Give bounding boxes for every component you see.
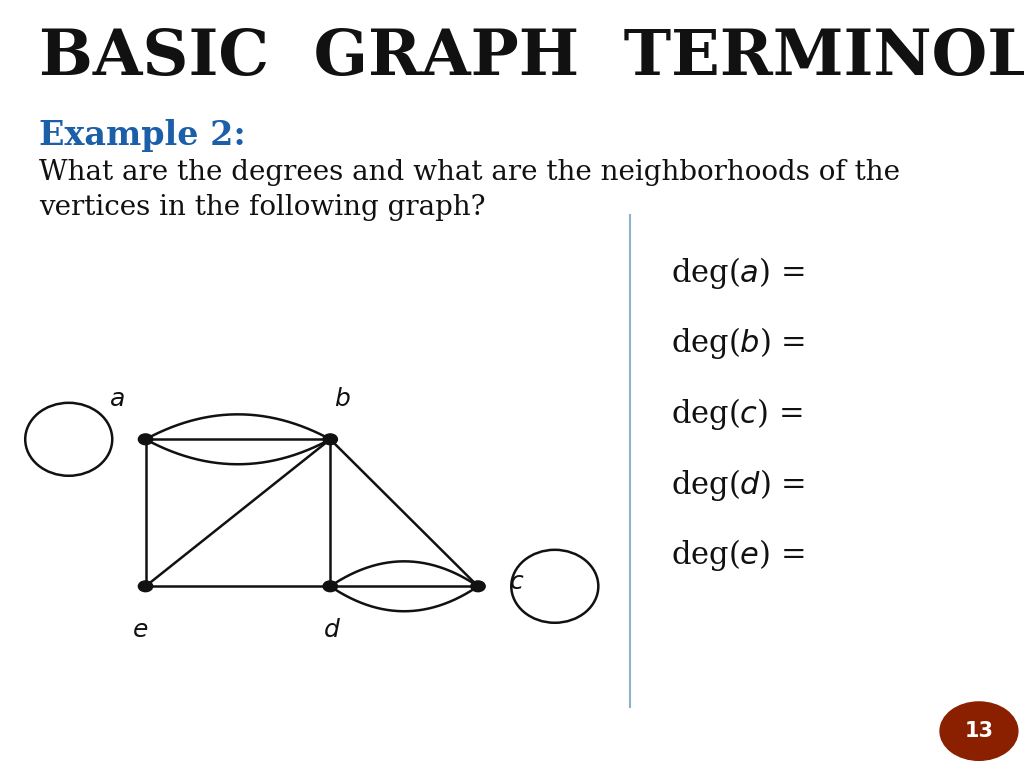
- Text: deg($e$) =: deg($e$) =: [671, 538, 805, 573]
- Text: BASIC  GRAPH  TERMINOLOGY: BASIC GRAPH TERMINOLOGY: [39, 27, 1024, 88]
- Circle shape: [138, 434, 153, 445]
- Text: $\mathit{d}$: $\mathit{d}$: [324, 619, 341, 642]
- Text: $\mathit{c}$: $\mathit{c}$: [509, 571, 524, 594]
- Text: deg($b$) =: deg($b$) =: [671, 326, 805, 361]
- Text: 13: 13: [965, 721, 993, 741]
- Text: Example 2:: Example 2:: [39, 119, 246, 152]
- Text: vertices in the following graph?: vertices in the following graph?: [39, 194, 485, 220]
- Text: deg($d$) =: deg($d$) =: [671, 467, 805, 502]
- Circle shape: [323, 581, 337, 591]
- Circle shape: [323, 434, 337, 445]
- Text: $\mathit{e}$: $\mathit{e}$: [132, 619, 148, 642]
- Circle shape: [940, 702, 1018, 760]
- Text: $\mathit{b}$: $\mathit{b}$: [334, 388, 351, 411]
- Text: What are the degrees and what are the neighborhoods of the: What are the degrees and what are the ne…: [39, 159, 900, 186]
- Text: $\mathit{a}$: $\mathit{a}$: [109, 388, 125, 411]
- Circle shape: [471, 581, 485, 591]
- Text: deg($c$) =: deg($c$) =: [671, 396, 803, 432]
- Circle shape: [138, 581, 153, 591]
- Text: deg($a$) =: deg($a$) =: [671, 255, 805, 290]
